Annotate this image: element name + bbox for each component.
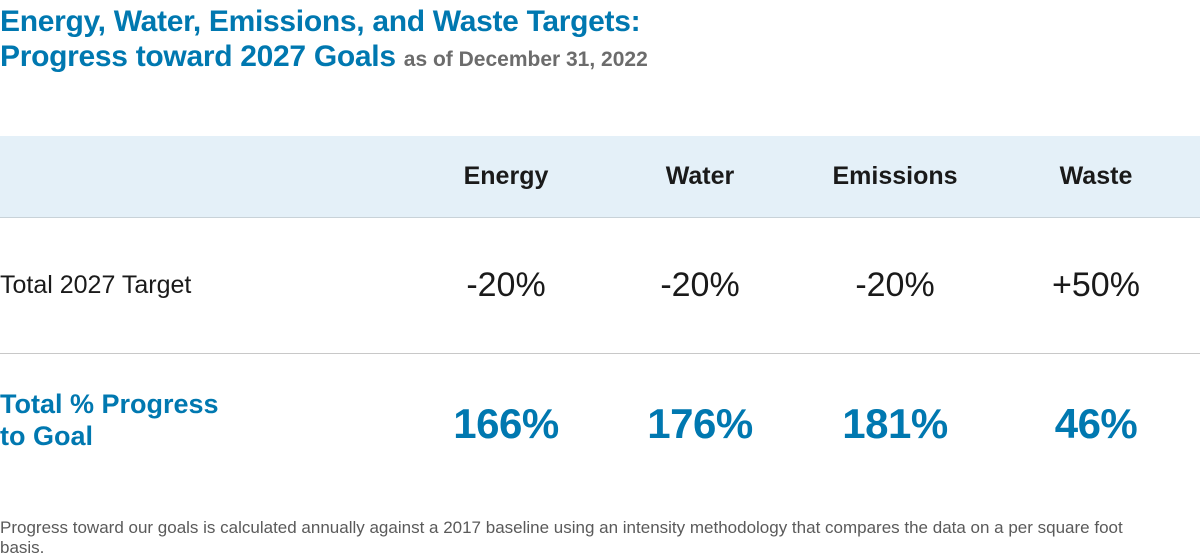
row-label-progress-line-2: to Goal <box>0 421 93 451</box>
column-header-energy: Energy <box>411 136 601 217</box>
page-title: Energy, Water, Emissions, and Waste Targ… <box>0 4 648 77</box>
progress-value: 176% <box>647 400 753 447</box>
progress-cell-emissions: 181% <box>800 354 990 494</box>
goals-table: Energy Water Emissions Waste Total 2027 … <box>0 136 1200 494</box>
table-row-target: Total 2027 Target -20% -20% -20% +50% <box>0 218 1200 354</box>
column-header-label: Emissions <box>832 162 958 190</box>
row-label-target: Total 2027 Target <box>0 271 192 299</box>
as-of-date: as of December 31, 2022 <box>403 48 648 71</box>
target-value: +50% <box>1052 266 1140 304</box>
column-header-waste: Waste <box>1001 136 1191 217</box>
progress-value: 181% <box>842 400 948 447</box>
progress-value: 166% <box>453 400 559 447</box>
target-value: -20% <box>660 266 740 304</box>
row-label-progress-line-1: Total % Progress <box>0 389 219 419</box>
progress-cell-energy: 166% <box>411 354 601 494</box>
progress-cell-water: 176% <box>605 354 795 494</box>
table-header-row: Energy Water Emissions Waste <box>0 136 1200 218</box>
column-header-label: Water <box>665 162 735 190</box>
target-cell-waste: +50% <box>1001 218 1191 353</box>
column-header-water: Water <box>605 136 795 217</box>
title-line-2: Progress toward 2027 Goals as of Decembe… <box>0 39 648 77</box>
target-cell-water: -20% <box>605 218 795 353</box>
progress-cell-waste: 46% <box>1001 354 1191 494</box>
column-header-emissions: Emissions <box>800 136 990 217</box>
column-header-label: Energy <box>463 162 549 190</box>
target-cell-emissions: -20% <box>800 218 990 353</box>
table-row-progress: Total % Progress to Goal 166% 176% 181% … <box>0 354 1200 494</box>
target-value: -20% <box>855 266 935 304</box>
title-line-2-text: Progress toward 2027 Goals <box>0 40 396 73</box>
title-line-1: Energy, Water, Emissions, and Waste Targ… <box>0 5 641 38</box>
progress-value: 46% <box>1054 400 1138 447</box>
row-label-progress: Total % Progress to Goal <box>0 388 260 452</box>
target-value: -20% <box>466 266 546 304</box>
target-cell-energy: -20% <box>411 218 601 353</box>
footnote: Progress toward our goals is calculated … <box>0 518 1123 557</box>
column-header-label: Waste <box>1059 162 1133 190</box>
